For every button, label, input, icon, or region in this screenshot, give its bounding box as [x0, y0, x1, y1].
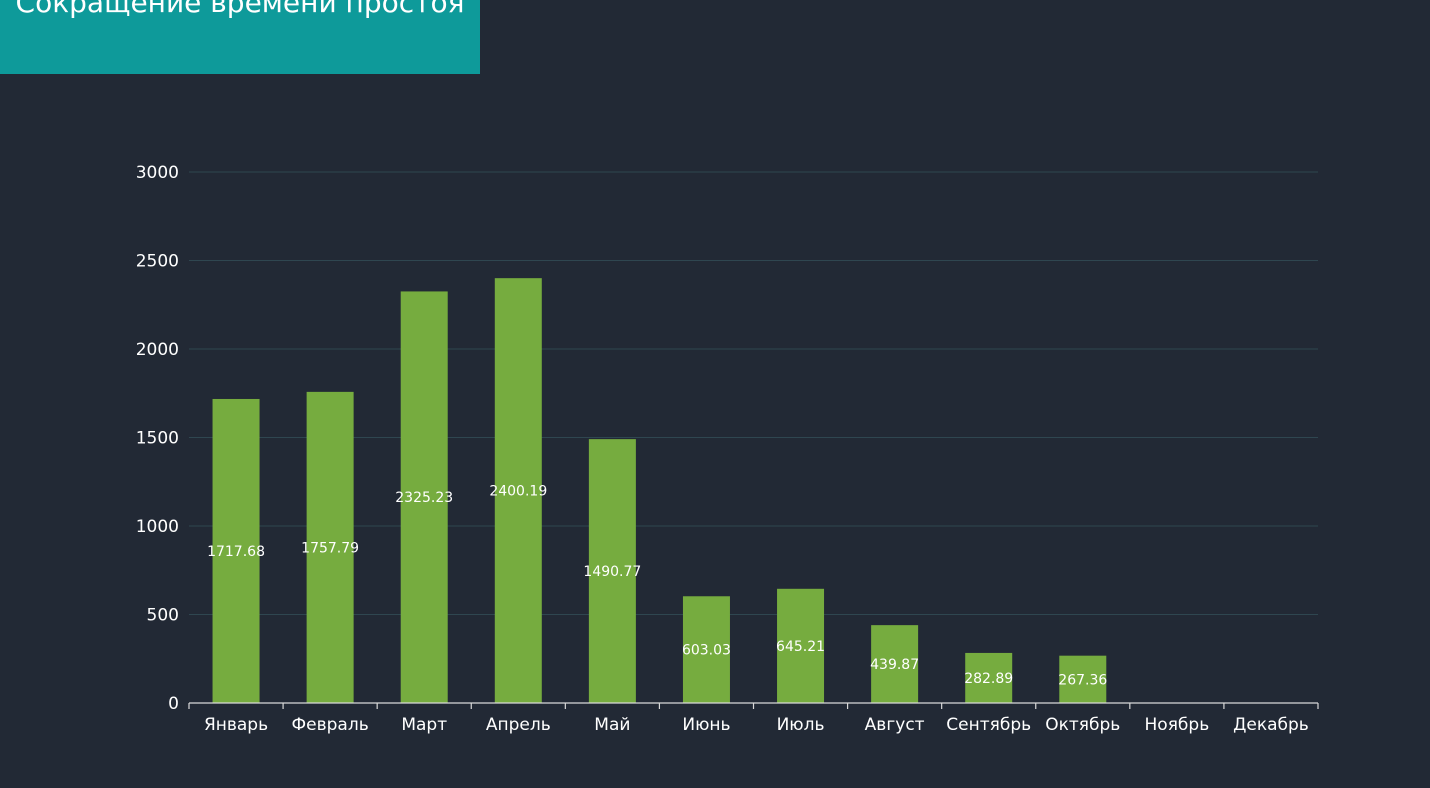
x-tick-label: Июнь	[682, 715, 730, 735]
x-tick-label: Сентябрь	[946, 715, 1031, 735]
data-label: 2400.19	[489, 484, 547, 500]
x-tick-label: Июль	[777, 715, 825, 735]
x-tick-label: Декабрь	[1233, 715, 1309, 735]
bar	[212, 398, 260, 703]
x-tick-label: Январь	[204, 715, 268, 735]
bar	[588, 439, 636, 703]
data-label: 603.03	[682, 643, 731, 659]
y-tick-label: 1000	[136, 517, 179, 537]
bar	[871, 625, 919, 703]
x-tick-label: Август	[865, 715, 925, 735]
y-tick-label: 1500	[136, 429, 179, 449]
bar	[965, 652, 1013, 703]
data-label: 1717.68	[207, 544, 265, 560]
bar	[400, 291, 448, 703]
y-tick-label: 0	[168, 694, 179, 714]
data-label: 267.36	[1058, 672, 1107, 688]
bar	[777, 588, 825, 703]
y-tick-label: 2000	[136, 340, 179, 360]
data-label: 282.89	[964, 671, 1013, 687]
y-tick-label: 500	[147, 606, 179, 626]
bar	[494, 278, 542, 703]
data-label: 439.87	[870, 657, 919, 673]
bar	[682, 596, 730, 703]
x-tick-label: Февраль	[292, 715, 369, 735]
data-label: 1490.77	[583, 564, 641, 580]
bar	[306, 391, 354, 703]
data-label: 645.21	[776, 639, 825, 655]
x-tick-label: Май	[594, 715, 630, 735]
data-label: 1757.79	[301, 540, 359, 556]
chart-title: Сокращение времени простоя	[0, 0, 480, 74]
x-tick-label: Март	[401, 715, 447, 735]
x-tick-label: Октябрь	[1045, 715, 1120, 735]
data-label: 2325.23	[395, 490, 453, 506]
y-tick-label: 3000	[136, 163, 179, 183]
x-tick-label: Ноябрь	[1145, 715, 1210, 735]
bar	[1059, 655, 1107, 703]
x-tick-label: Апрель	[486, 715, 551, 735]
y-tick-label: 2500	[136, 252, 179, 272]
